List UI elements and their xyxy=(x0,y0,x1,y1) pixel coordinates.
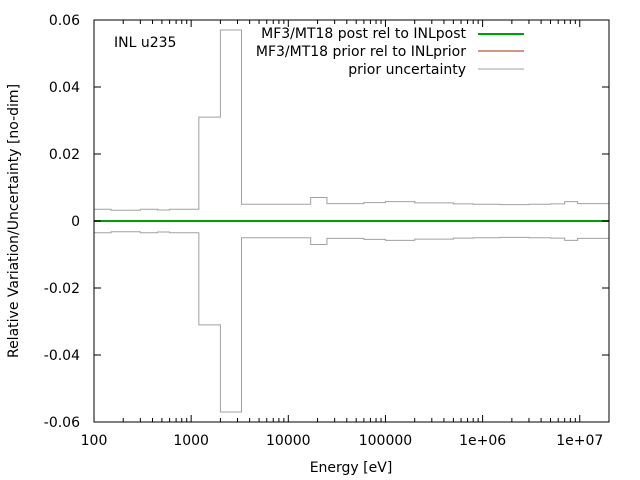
x-axis-label: Energy [eV] xyxy=(310,460,393,476)
x-tick-label: 100000 xyxy=(359,433,412,449)
x-tick-label: 1e+07 xyxy=(556,433,603,449)
x-tick-label: 10000 xyxy=(266,433,311,449)
y-tick-label: 0.02 xyxy=(49,147,80,163)
x-tick-label: 1e+06 xyxy=(459,433,506,449)
legend-label-post: MF3/MT18 post rel to INLpost xyxy=(261,26,466,42)
legend: MF3/MT18 post rel to INLpost MF3/MT18 pr… xyxy=(256,26,524,78)
chart-annotation: INL u235 xyxy=(114,35,176,51)
y-tick-label: 0.04 xyxy=(49,80,80,96)
y-tick-label: -0.06 xyxy=(44,415,80,431)
series-uncertainty-upper xyxy=(94,29,609,211)
x-tick-label: 100 xyxy=(81,433,108,449)
y-axis-label: Relative Variation/Uncertainty [no-dim] xyxy=(6,84,22,358)
legend-label-uncertainty: prior uncertainty xyxy=(348,62,466,78)
y-tick-label: -0.04 xyxy=(44,348,80,364)
y-tick-label: 0.06 xyxy=(49,13,80,29)
y-tick-label: -0.02 xyxy=(44,281,80,297)
ticks-layer: 100 1000 10000 100000 1e+06 1e+07 0.06 0.04 0.02… xyxy=(44,13,609,449)
series-layer xyxy=(94,29,609,413)
y-tick-label: 0 xyxy=(71,214,80,230)
series-uncertainty-lower xyxy=(94,231,609,413)
x-tick-label: 1000 xyxy=(173,433,209,449)
legend-label-prior: MF3/MT18 prior rel to INLprior xyxy=(256,44,466,60)
